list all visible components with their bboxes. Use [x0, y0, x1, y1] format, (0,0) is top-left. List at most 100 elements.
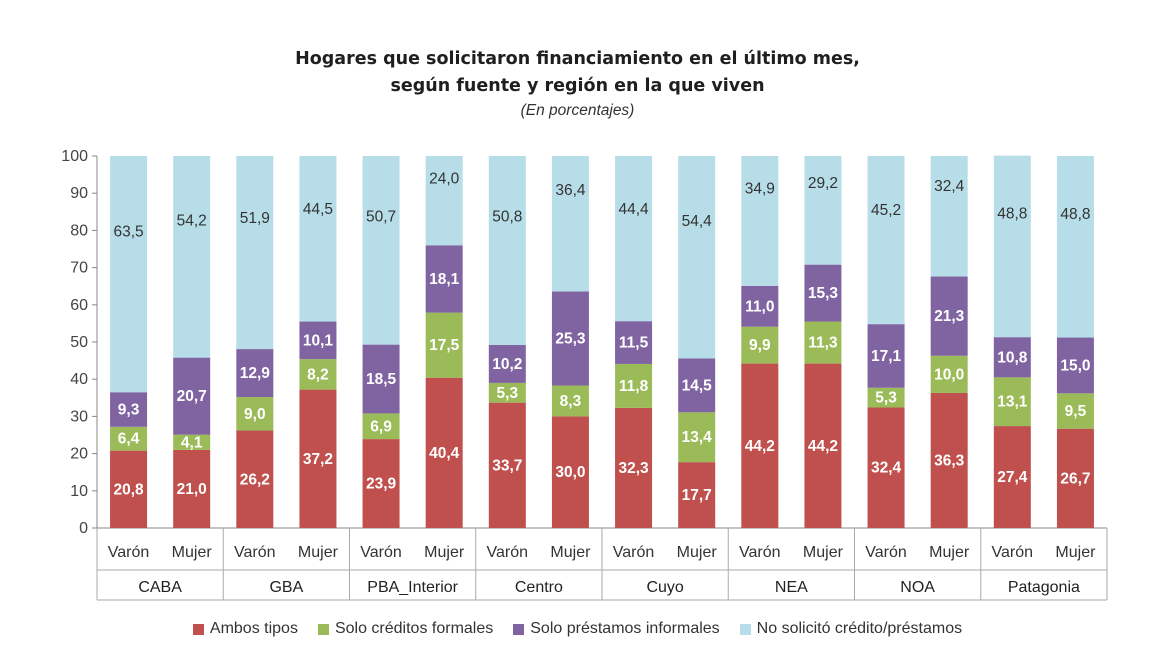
data-label: 9,0	[244, 406, 266, 423]
y-tick-label: 80	[70, 222, 88, 239]
data-label: 10,2	[492, 356, 522, 373]
y-tick-label: 100	[61, 148, 88, 165]
x-tick-label: Varón	[865, 544, 907, 561]
region-label: Centro	[515, 579, 563, 596]
data-label: 9,9	[749, 337, 771, 354]
data-label: 9,3	[118, 402, 140, 419]
chart-title-line2: según fuente y región en la que viven	[390, 76, 765, 96]
x-tick-label: Mujer	[172, 544, 213, 561]
data-label: 54,4	[682, 213, 713, 230]
bar-segment-no-solicit-cr-dito-pr-stamos	[362, 156, 400, 345]
chart-title: Hogares que solicitaron financiamiento e…	[295, 49, 860, 69]
bar-segment-ambos-tipos	[299, 389, 337, 528]
y-tick-label: 40	[70, 371, 88, 388]
region-label: Cuyo	[646, 579, 683, 596]
chart-subtitle: (En porcentajes)	[520, 102, 635, 119]
data-label: 6,9	[370, 418, 392, 435]
data-label: 20,8	[113, 481, 144, 498]
data-label: 63,5	[113, 224, 143, 241]
bar-segment-solo-pr-stamos-informales	[930, 276, 968, 356]
bar-segment-ambos-tipos	[488, 402, 526, 528]
region-label: CABA	[138, 579, 182, 596]
bar-segment-ambos-tipos	[867, 407, 905, 528]
bar-segment-solo-pr-stamos-informales	[993, 337, 1031, 378]
chart-titles: Hogares que solicitaron financiamiento e…	[0, 46, 1155, 121]
data-label: 51,9	[240, 210, 270, 227]
region-label: NEA	[775, 579, 808, 596]
data-label: 11,0	[745, 298, 774, 315]
region-label: PBA_Interior	[367, 579, 458, 596]
x-tick-label: Varón	[108, 544, 150, 561]
data-label: 11,3	[808, 335, 838, 352]
data-label: 15,3	[808, 285, 839, 302]
bar-segment-no-solicit-cr-dito-pr-stamos	[425, 156, 463, 246]
legend-swatch	[192, 623, 204, 635]
bar-segment-ambos-tipos	[236, 430, 274, 528]
bar-segment-solo-pr-stamos-informales	[236, 349, 274, 398]
data-label: 15,0	[1060, 357, 1090, 374]
bar-segment-solo-cr-ditos-formales	[110, 426, 148, 451]
bar-segment-no-solicit-cr-dito-pr-stamos	[110, 156, 148, 393]
x-tick-label: Varón	[613, 544, 655, 561]
data-label: 23,9	[366, 476, 397, 493]
bar-segment-ambos-tipos	[678, 462, 716, 528]
bar-segment-solo-pr-stamos-informales	[488, 344, 526, 383]
bar-segment-solo-pr-stamos-informales	[110, 392, 148, 427]
bar-segment-ambos-tipos	[551, 416, 589, 528]
data-label: 4,1	[181, 434, 203, 451]
data-label: 45,2	[871, 202, 901, 219]
data-label: 5,3	[497, 385, 519, 402]
data-label: 33,7	[492, 457, 522, 474]
x-tick-label: Mujer	[550, 544, 591, 561]
bar-segment-solo-cr-ditos-formales	[299, 359, 337, 390]
x-tick-label: Mujer	[677, 544, 718, 561]
data-label: 20,7	[177, 388, 207, 405]
bar-segment-no-solicit-cr-dito-pr-stamos	[615, 156, 653, 322]
data-label: 17,7	[682, 487, 712, 504]
legend-swatch	[739, 623, 751, 635]
data-label: 25,3	[555, 330, 586, 347]
data-label: 9,5	[1065, 403, 1087, 420]
data-label: 54,2	[177, 213, 207, 230]
data-label: 17,5	[429, 337, 460, 354]
data-label: 34,9	[745, 180, 775, 197]
bar-segment-ambos-tipos	[110, 450, 148, 528]
bar-segment-solo-cr-ditos-formales	[1056, 393, 1094, 429]
legend-label: Solo préstamos informales	[530, 620, 720, 637]
bar-segment-solo-pr-stamos-informales	[804, 264, 842, 322]
data-label: 44,2	[808, 438, 838, 455]
bar-segment-no-solicit-cr-dito-pr-stamos	[299, 156, 337, 322]
bar-segment-solo-cr-ditos-formales	[488, 382, 526, 403]
data-label: 44,5	[303, 201, 333, 218]
y-tick-label: 70	[70, 260, 88, 277]
bar-segment-no-solicit-cr-dito-pr-stamos	[930, 156, 968, 277]
x-tick-label: Varón	[739, 544, 781, 561]
x-tick-label: Mujer	[929, 544, 970, 561]
data-label: 8,2	[307, 366, 329, 383]
bar-segment-no-solicit-cr-dito-pr-stamos	[993, 155, 1031, 338]
bar-segment-solo-pr-stamos-informales	[1056, 337, 1094, 394]
bar-segment-solo-cr-ditos-formales	[678, 412, 716, 463]
bar-segment-solo-pr-stamos-informales	[425, 245, 463, 313]
data-label: 50,7	[366, 208, 396, 225]
data-label: 32,4	[871, 460, 902, 477]
bar-segment-solo-cr-ditos-formales	[741, 326, 779, 364]
data-label: 17,1	[871, 348, 902, 365]
data-label: 18,1	[429, 271, 460, 288]
bar-segment-solo-cr-ditos-formales	[236, 397, 274, 431]
y-tick-label: 90	[70, 185, 88, 202]
data-label: 48,8	[1060, 206, 1090, 223]
region-label: NOA	[900, 579, 935, 596]
data-label: 11,5	[619, 335, 649, 352]
legend-item: Ambos tipos	[192, 620, 298, 638]
bar-segment-no-solicit-cr-dito-pr-stamos	[804, 156, 842, 265]
bar-segment-solo-cr-ditos-formales	[362, 413, 400, 440]
y-tick-label: 30	[70, 408, 88, 425]
bar-segment-solo-cr-ditos-formales	[425, 312, 463, 378]
bar-segment-ambos-tipos	[615, 407, 653, 528]
bar-segment-solo-pr-stamos-informales	[551, 291, 589, 386]
data-label: 14,5	[682, 377, 713, 394]
data-label: 48,8	[997, 206, 1027, 223]
data-label: 36,4	[555, 182, 586, 199]
